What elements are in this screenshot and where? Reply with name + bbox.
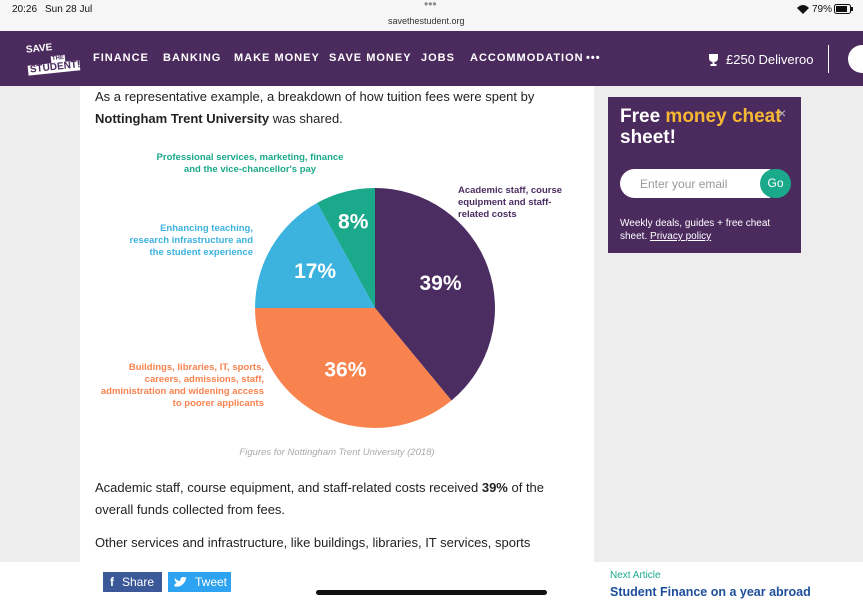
article: As a representative example, a breakdown… — [80, 86, 594, 562]
twitter-icon — [174, 576, 187, 587]
privacy-link[interactable]: Privacy policy — [650, 231, 712, 242]
label: Tweet — [195, 575, 228, 589]
category-label: Academic staff, course equipment and sta… — [458, 185, 563, 220]
nav-item[interactable]: JOBS — [421, 52, 455, 64]
url[interactable]: savethestudent.org — [388, 16, 465, 26]
pie-slice — [317, 188, 375, 308]
text: Free — [620, 106, 666, 127]
paragraph: Academic staff, course equipment, and st… — [95, 477, 575, 521]
promo[interactable]: £250 Deliveroo — [726, 52, 814, 67]
slice-value-label: 8% — [338, 211, 369, 234]
nav-item[interactable]: FINANCE — [93, 52, 149, 64]
share-button[interactable]: f Share — [103, 572, 162, 592]
placeholder: Enter your email — [640, 177, 728, 191]
separator — [828, 45, 829, 73]
date: Sun 28 Jul — [45, 4, 93, 15]
logo-text: STUDENT! — [27, 59, 81, 76]
slice-value-label: 17% — [294, 260, 336, 283]
nav-item[interactable]: SAVE MONEY — [329, 52, 412, 64]
pie-slice — [255, 308, 452, 428]
pie-slice — [375, 188, 496, 401]
text: Academic staff, course equipment, and st… — [95, 480, 482, 495]
nav-bar: SAVE THE STUDENT! FINANCE BANKING MAKE MON… — [0, 31, 863, 86]
battery-level: 79% — [812, 4, 833, 15]
footer-bar: f Share Tweet Next Article Student Financ… — [0, 562, 863, 600]
nav-item[interactable]: ••• — [586, 52, 601, 64]
text: of the overall funds collected from fees… — [95, 480, 545, 517]
time: 20:26 — [12, 4, 38, 15]
widget-note: Weekly deals, guides + free cheat sheet.… — [620, 217, 795, 243]
pie-chart: 39% 36% 17% 8% — [255, 188, 496, 428]
signup-widget: Free money cheat sheet! × Enter your ema… — [608, 97, 801, 253]
nav-item[interactable]: MAKE MONEY — [234, 52, 320, 64]
text: sheet! — [620, 127, 676, 148]
facebook-icon: f — [110, 575, 114, 589]
nav-item[interactable]: BANKING — [163, 52, 222, 64]
wifi-icon — [797, 5, 809, 14]
category-label: Enhancing teaching, research infrastruct… — [129, 223, 253, 258]
bold-text: 39% — [481, 480, 508, 495]
home-indicator — [316, 590, 547, 595]
slice-value-label: 36% — [324, 359, 366, 382]
go-button[interactable]: Go — [760, 169, 791, 198]
pie-slice — [255, 202, 375, 308]
logo[interactable]: SAVE THE STUDENT! — [25, 40, 81, 77]
dots: ••• — [424, 0, 437, 11]
text: As a representative example, a breakdown… — [95, 89, 535, 104]
paragraph: As a representative example, a breakdown… — [95, 86, 575, 130]
highlight: money cheat — [665, 106, 782, 127]
text: was shared. — [269, 111, 343, 126]
next-label: Next Article — [610, 570, 661, 581]
tweet-button[interactable]: Tweet — [168, 572, 231, 592]
status-bar: 20:26 Sun 28 Jul ••• savethestudent.org … — [0, 0, 863, 31]
search-button[interactable] — [848, 45, 863, 73]
logo-text: SAVE — [25, 42, 53, 56]
paragraph: Other services and infrastructure, like … — [95, 535, 531, 550]
email-input[interactable]: Enter your email — [620, 169, 770, 198]
category-label: Professional services, marketing, financ… — [156, 152, 344, 175]
chart-caption: Figures for Nottingham Trent University … — [239, 447, 435, 458]
slice-value-label: 39% — [419, 272, 461, 295]
category-label: Buildings, libraries, IT, sports, career… — [100, 362, 264, 409]
next-article-link[interactable]: Student Finance on a year abroad — [610, 585, 811, 599]
label: Share — [122, 575, 155, 589]
battery-icon — [834, 4, 853, 14]
bold-text: Nottingham Trent University — [95, 111, 270, 126]
text: Weekly deals, guides + free cheat sheet. — [620, 218, 771, 242]
trophy-icon — [709, 54, 718, 66]
nav-item[interactable]: ACCOMMODATION — [470, 52, 584, 64]
close-button[interactable]: × — [778, 105, 787, 121]
widget-title: Free money cheat sheet! — [620, 106, 790, 148]
